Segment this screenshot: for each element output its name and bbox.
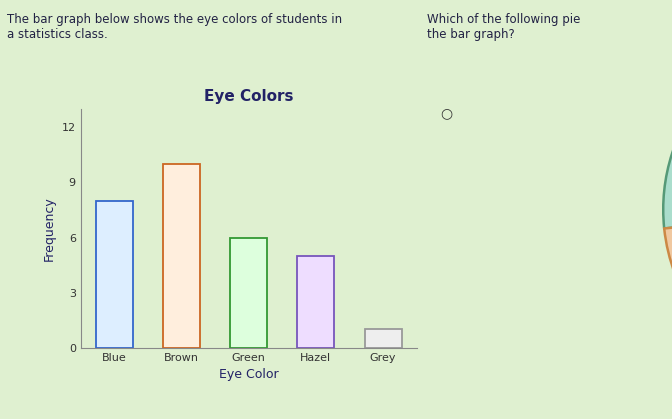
Bar — [365, 329, 402, 348]
Bar — [230, 238, 267, 348]
Bar — [163, 164, 200, 348]
Wedge shape — [663, 28, 672, 228]
Bar — [297, 256, 334, 348]
Text: The bar graph below shows the eye colors of students in
a statistics class.: The bar graph below shows the eye colors… — [7, 13, 342, 41]
Text: ○: ○ — [440, 106, 452, 120]
Y-axis label: Frequency: Frequency — [43, 196, 56, 261]
Bar — [95, 201, 133, 348]
X-axis label: Eye Color: Eye Color — [219, 368, 278, 381]
Wedge shape — [664, 210, 672, 391]
Title: Eye Colors: Eye Colors — [204, 88, 294, 103]
Text: Which of the following pie
the bar graph?: Which of the following pie the bar graph… — [427, 13, 580, 41]
